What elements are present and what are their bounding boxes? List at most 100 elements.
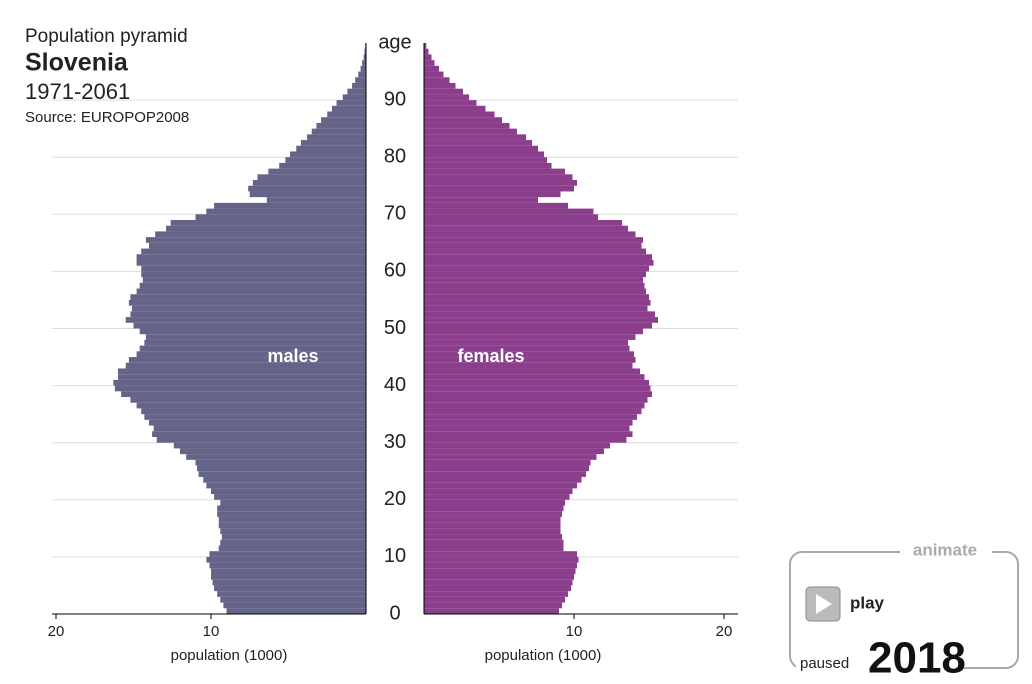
bar xyxy=(424,602,562,609)
x-axis-label: population (1000) xyxy=(485,647,602,664)
bar xyxy=(141,248,366,255)
bar xyxy=(180,448,366,455)
bar xyxy=(211,488,366,495)
x-tick-label: 10 xyxy=(566,623,583,640)
bar xyxy=(424,242,642,249)
y-tick-label: 20 xyxy=(384,488,406,510)
bar xyxy=(424,482,577,489)
bar xyxy=(424,151,544,158)
play-label[interactable]: play xyxy=(850,593,885,612)
bar xyxy=(249,191,366,198)
bar xyxy=(424,465,589,472)
bar xyxy=(424,556,579,563)
bar xyxy=(424,454,597,460)
bar xyxy=(139,282,366,289)
bar xyxy=(136,288,366,295)
bar xyxy=(424,88,463,95)
bar xyxy=(424,185,574,192)
bar xyxy=(296,145,366,152)
bar xyxy=(424,436,627,443)
bar xyxy=(136,254,366,260)
bar xyxy=(424,568,576,575)
y-tick-label: 10 xyxy=(384,545,406,567)
bar xyxy=(424,431,633,437)
bar xyxy=(424,408,642,415)
bar xyxy=(424,419,633,426)
bar xyxy=(362,60,366,66)
bar xyxy=(424,591,568,597)
bar xyxy=(279,162,366,169)
bar xyxy=(166,225,366,232)
bar xyxy=(424,180,577,186)
bar xyxy=(131,305,366,312)
chart-source: Source: EUROPOP2008 xyxy=(25,109,189,126)
bar xyxy=(130,294,366,300)
bar xyxy=(136,351,366,358)
bar xyxy=(424,168,565,175)
bar xyxy=(252,180,366,186)
bar xyxy=(424,328,643,335)
bar xyxy=(424,248,646,255)
y-tick-label: 50 xyxy=(384,317,406,339)
y-axis-label: age xyxy=(378,31,411,53)
bar xyxy=(424,391,652,398)
bar xyxy=(220,528,366,535)
bar xyxy=(424,442,610,449)
bar xyxy=(424,345,630,352)
bar xyxy=(136,402,366,409)
bar xyxy=(424,368,640,375)
bar xyxy=(209,562,366,569)
x-tick-label: 20 xyxy=(48,623,65,640)
bar xyxy=(424,551,577,557)
bar xyxy=(424,545,564,552)
frame-gap xyxy=(796,652,956,678)
bar xyxy=(128,299,366,306)
x-tick-label: 20 xyxy=(716,623,733,640)
bar xyxy=(290,151,366,158)
status: paused xyxy=(800,655,849,672)
bar xyxy=(113,379,366,386)
bar xyxy=(424,351,634,358)
bar xyxy=(226,608,366,614)
bar xyxy=(214,494,366,500)
bar xyxy=(424,374,645,380)
bar xyxy=(114,385,367,392)
bar xyxy=(424,339,628,346)
control-legend: animate xyxy=(913,540,977,559)
bar xyxy=(364,48,366,55)
bar xyxy=(206,482,366,489)
bar xyxy=(424,174,573,181)
bar xyxy=(424,60,435,66)
bar xyxy=(424,402,645,409)
bar xyxy=(424,505,564,512)
bar xyxy=(424,294,649,300)
bar xyxy=(424,82,456,89)
bar xyxy=(211,574,366,580)
bar xyxy=(307,134,366,141)
bar xyxy=(300,140,366,146)
bar xyxy=(424,334,636,340)
bar xyxy=(424,271,646,278)
y-tick-label: 70 xyxy=(384,203,406,225)
bar xyxy=(424,197,538,203)
bar xyxy=(248,185,366,192)
chart-header: Population pyramid xyxy=(25,26,188,47)
series-label: males xyxy=(267,346,318,366)
bar xyxy=(424,476,582,483)
play-icon[interactable] xyxy=(816,594,832,614)
bar xyxy=(170,220,366,226)
bar xyxy=(424,282,645,289)
bar xyxy=(358,71,366,78)
bar xyxy=(424,471,586,477)
bar xyxy=(203,476,366,483)
bar xyxy=(347,88,366,95)
bar xyxy=(141,271,366,278)
bar xyxy=(424,43,427,49)
bar xyxy=(218,516,366,523)
bar xyxy=(424,596,565,603)
bar xyxy=(424,379,649,386)
bar xyxy=(321,117,366,123)
bar xyxy=(424,311,655,318)
bar xyxy=(424,362,633,369)
